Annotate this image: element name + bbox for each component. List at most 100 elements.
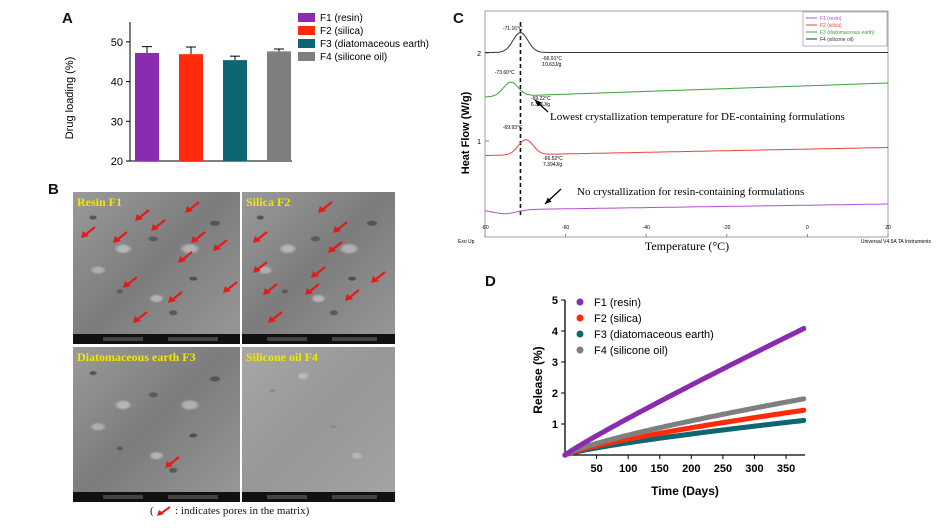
red-arrow-icon (191, 231, 206, 243)
legend-swatch (298, 13, 315, 22)
red-arrow-icon (168, 291, 183, 303)
arrow-head (253, 266, 261, 273)
sem-image-grid: Resin F1 Silica F2 Diatomaceous earth F3… (73, 192, 395, 502)
bar (179, 54, 203, 161)
sem-image-f3: Diatomaceous earth F3 (73, 347, 240, 502)
red-arrow-icon (305, 283, 320, 295)
arrow-head (345, 294, 353, 301)
red-arrow-icon (178, 251, 193, 263)
x-tick-label: 300 (745, 463, 763, 475)
sem-scale-bar (242, 334, 395, 344)
legend-label: F2 (silica) (320, 26, 363, 37)
x-tick-label: 150 (651, 463, 669, 475)
y-tick-label: 5 (552, 295, 558, 307)
sem-scale-bar (73, 334, 240, 344)
arrow-shaft (374, 271, 386, 281)
curve-f1 (484, 203, 888, 215)
arrow-head (371, 276, 379, 283)
arrow-shaft (348, 289, 360, 299)
enthalpy-label: 10.63J/g (542, 62, 561, 68)
footer-left: Exo Up (458, 239, 475, 245)
onset-temperature-label: -66.52°C (543, 156, 563, 162)
annotation-de: Lowest crystallization temperature for D… (550, 111, 845, 123)
red-arrow-icon (318, 201, 333, 213)
sem-scale-bar (73, 492, 240, 502)
red-arrow-icon (133, 311, 148, 323)
y-tick-label: 1 (477, 139, 481, 146)
arrow-head (113, 236, 121, 243)
red-arrow-icon (333, 221, 348, 233)
arrow-shaft (308, 283, 320, 293)
caption-close-paren: ) (305, 505, 310, 517)
x-tick-label: 50 (590, 463, 602, 475)
arrow-head (185, 206, 193, 213)
sem-scale-bar (242, 492, 395, 502)
legend-label: F4 (silicone oil) (820, 37, 854, 43)
red-arrow-icon (165, 456, 180, 468)
arrow-head (328, 246, 336, 253)
arrow-shaft (256, 231, 268, 241)
y-tick-label: 3 (552, 357, 558, 369)
panel-letter-d: D (485, 273, 496, 290)
y-tick-label: 30 (111, 116, 123, 128)
legend-swatch (298, 52, 315, 61)
x-tick-label: 100 (619, 463, 637, 475)
arrow-head (263, 288, 271, 295)
red-arrow-icon (151, 219, 166, 231)
legend-label: F2 (silica) (820, 23, 842, 29)
arrow-head (191, 236, 199, 243)
legend-label: F1 (resin) (820, 16, 842, 22)
data-point-3 (801, 417, 807, 423)
arrow-shaft (171, 291, 183, 301)
arrow-shaft (194, 231, 206, 241)
y-tick-label: 4 (552, 326, 559, 338)
arrow-head (268, 316, 276, 323)
red-arrow-icon (223, 281, 238, 293)
arrow-shaft (126, 276, 138, 286)
x-tick-label: 0 (806, 225, 809, 231)
red-arrow-icon (213, 239, 228, 251)
legend-label: F4 (silicone oil) (594, 345, 668, 357)
curve-f4 (485, 32, 888, 53)
x-tick-label: 350 (777, 463, 795, 475)
x-tick-label: -60 (562, 225, 569, 231)
arrow-head (305, 288, 313, 295)
arrow-shaft (154, 219, 166, 229)
legend-marker (576, 330, 584, 338)
drug-loading-bar-chart: 20 30 40 50 F1 (resin) F2 (silica) F3 (diatom… (64, 13, 429, 168)
legend-label: F1 (resin) (594, 297, 641, 309)
data-point-4 (801, 396, 807, 402)
annotation-arrow-de-head (535, 100, 542, 107)
x-axis-label: Time (Days) (651, 484, 719, 498)
arrow-head (178, 256, 186, 263)
peak-temperature-label: -71.16°C (503, 26, 523, 32)
annotation-resin: No crystallization for resin-containing … (577, 186, 804, 198)
legend-swatch (298, 39, 315, 48)
arrow-shaft (136, 311, 148, 321)
sem-label-f4: Silicone oil F4 (246, 350, 318, 364)
arrow-shaft (331, 241, 343, 251)
legend-marker (576, 314, 584, 322)
arrow-head (165, 461, 173, 468)
arrow-shaft (116, 231, 128, 241)
arrow-shaft (314, 266, 326, 276)
data-point-1 (801, 325, 807, 332)
arrow-shaft (216, 239, 228, 249)
bar (223, 60, 247, 161)
x-axis-label: Temperature (°C) (645, 239, 729, 253)
red-arrow-icon (328, 241, 343, 253)
red-arrow-icon (253, 261, 268, 273)
arrow-shaft (271, 311, 283, 321)
legend-label: F4 (silicone oil) (320, 52, 387, 63)
x-tick-label: -20 (723, 225, 730, 231)
curve-f3 (484, 81, 889, 98)
y-tick-label: 2 (477, 51, 481, 58)
y-axis-label: Release (%) (531, 346, 545, 413)
arrow-shaft (336, 221, 348, 231)
y-tick-label: 20 (111, 156, 123, 168)
onset-temperature-label: -66.91°C (542, 56, 562, 62)
curve-f2 (485, 139, 888, 156)
panel-letter-c: C (453, 10, 464, 27)
arrow-shaft (168, 456, 180, 466)
sem-label-f2: Silica F2 (246, 195, 291, 209)
